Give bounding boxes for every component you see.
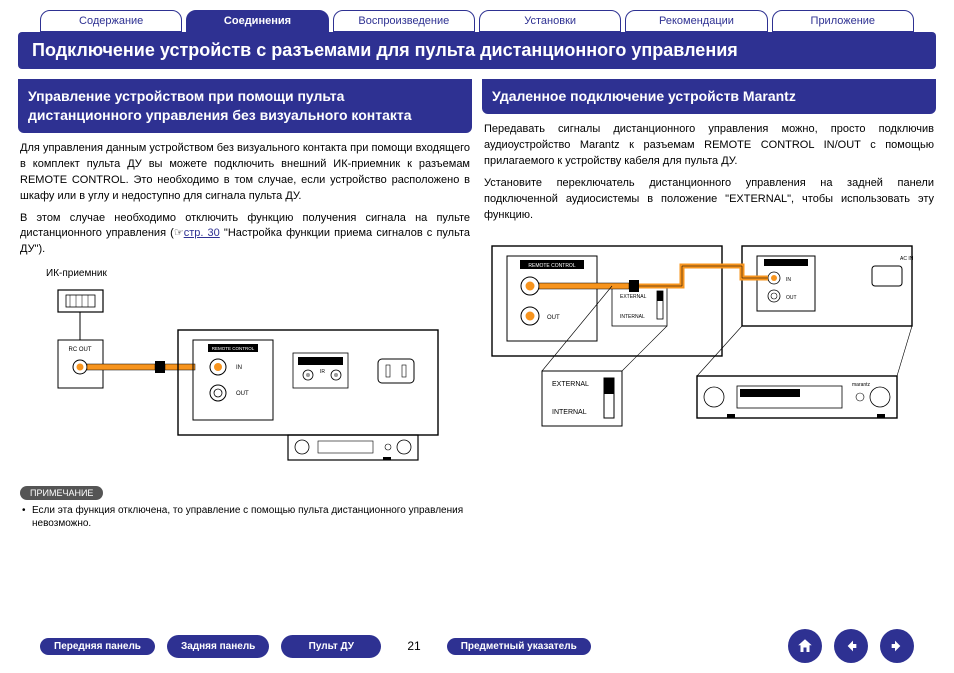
ir-receiver-label: ИК-приемник xyxy=(46,268,472,279)
page-title: Подключение устройств с разъемами для пу… xyxy=(18,32,936,69)
page-number: 21 xyxy=(407,639,420,653)
svg-text:OUT: OUT xyxy=(547,315,560,321)
left-diagram: RC OUT REMOTE CONTROL IN OUT xyxy=(18,285,472,470)
arrow-left-icon xyxy=(843,638,859,654)
svg-text:REMOTE CONTROL: REMOTE CONTROL xyxy=(528,263,575,269)
left-column: Управление устройством при помощи пульта… xyxy=(18,79,472,530)
tab-tips[interactable]: Рекомендации xyxy=(625,10,767,32)
left-para-1: Для управления данным устройством без ви… xyxy=(18,141,472,211)
svg-text:EXTERNAL: EXTERNAL xyxy=(620,294,647,300)
svg-text:AC IN: AC IN xyxy=(900,256,914,262)
tab-playback[interactable]: Воспроизведение xyxy=(333,10,475,32)
top-tabs: Содержание Соединения Воспроизведение Ус… xyxy=(0,0,954,32)
svg-text:OUT: OUT xyxy=(786,295,797,301)
svg-text:IN: IN xyxy=(786,277,791,283)
index-button[interactable]: Предметный указатель xyxy=(447,638,591,655)
tab-contents[interactable]: Содержание xyxy=(40,10,182,32)
svg-text:INTERNAL: INTERNAL xyxy=(552,409,587,416)
arrow-right-icon xyxy=(889,638,905,654)
left-para-2: В этом случае необходимо отключить функц… xyxy=(18,211,472,265)
svg-text:INTERNAL: INTERNAL xyxy=(620,314,645,320)
right-para-1: Передавать сигналы дистанционного управл… xyxy=(482,122,936,176)
note-badge: ПРИМЕЧАНИЕ xyxy=(20,486,103,500)
left-section-header: Управление устройством при помощи пульта… xyxy=(18,79,472,133)
svg-text:OUT: OUT xyxy=(236,391,249,397)
remote-button[interactable]: Пульт ДУ xyxy=(281,635,381,658)
svg-text:marantz: marantz xyxy=(852,382,871,388)
right-column: Удаленное подключение устройств Marantz … xyxy=(482,79,936,530)
front-panel-button[interactable]: Передняя панель xyxy=(40,638,155,655)
next-button[interactable] xyxy=(880,629,914,663)
tab-settings[interactable]: Установки xyxy=(479,10,621,32)
home-button[interactable] xyxy=(788,629,822,663)
right-section-header: Удаленное подключение устройств Marantz xyxy=(482,79,936,114)
page-link-30[interactable]: стр. 30 xyxy=(184,227,220,239)
tab-appendix[interactable]: Приложение xyxy=(772,10,914,32)
tab-connections[interactable]: Соединения xyxy=(186,10,328,32)
bottom-bar: Передняя панель Задняя панель Пульт ДУ 2… xyxy=(0,629,954,663)
rear-panel-button[interactable]: Задняя панель xyxy=(167,635,269,658)
svg-text:EXTERNAL: EXTERNAL xyxy=(552,381,589,388)
svg-text:IR: IR xyxy=(320,369,325,375)
home-icon xyxy=(796,637,814,655)
svg-text:IN: IN xyxy=(236,365,242,371)
svg-text:REMOTE CONTROL: REMOTE CONTROL xyxy=(212,346,255,351)
note-text: Если эта функция отключена, то управлени… xyxy=(18,504,472,530)
prev-button[interactable] xyxy=(834,629,868,663)
right-diagram: REMOTE CONTROL IN OUT EXTERNAL INTERNAL xyxy=(482,236,936,461)
svg-text:RC OUT: RC OUT xyxy=(69,347,92,353)
right-para-2: Установите переключатель дистанционного … xyxy=(482,176,936,230)
